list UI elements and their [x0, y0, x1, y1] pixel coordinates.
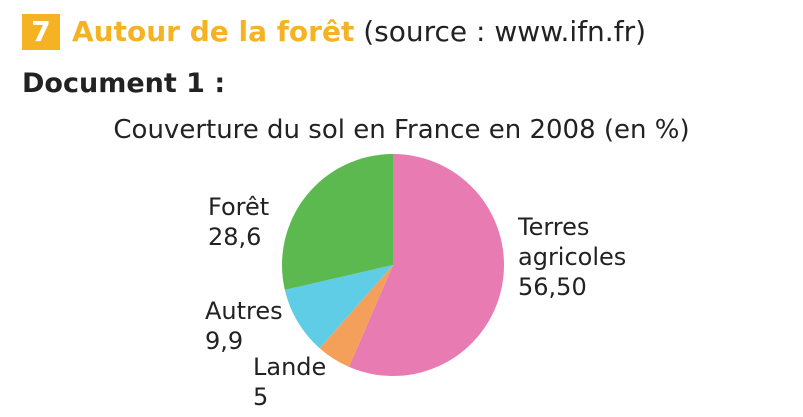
value-label: 56,50 [518, 273, 587, 301]
slice-label: Lande 5 [253, 352, 353, 412]
value-label: 9,9 [205, 327, 244, 355]
chart-title: Couverture du sol en France en 2008 (en … [113, 115, 690, 145]
badge: 7 [22, 14, 60, 50]
header-title: Autour de la forêt [72, 15, 355, 48]
value-label: 5 [253, 383, 269, 411]
category-label: Terres agricoles [518, 213, 627, 271]
category-label: Autres [205, 297, 283, 325]
pie-slice [348, 154, 505, 376]
pie-slice [282, 154, 393, 290]
category-label: Forêt [208, 193, 270, 221]
value-label: 28,6 [208, 223, 262, 251]
pie-slice [284, 265, 393, 349]
pie-slice [319, 265, 393, 367]
header-source: (source : www.ifn.fr) [363, 15, 646, 48]
category-label: Lande [253, 353, 327, 381]
document-label: Document 1 : [22, 68, 226, 99]
header: Autour de la forêt (source : www.ifn.fr) [72, 12, 646, 52]
slice-label: Terres agricoles 56,50 [518, 212, 648, 302]
slice-label: Forêt 28,6 [208, 192, 308, 252]
slice-label: Autres 9,9 [205, 296, 305, 356]
